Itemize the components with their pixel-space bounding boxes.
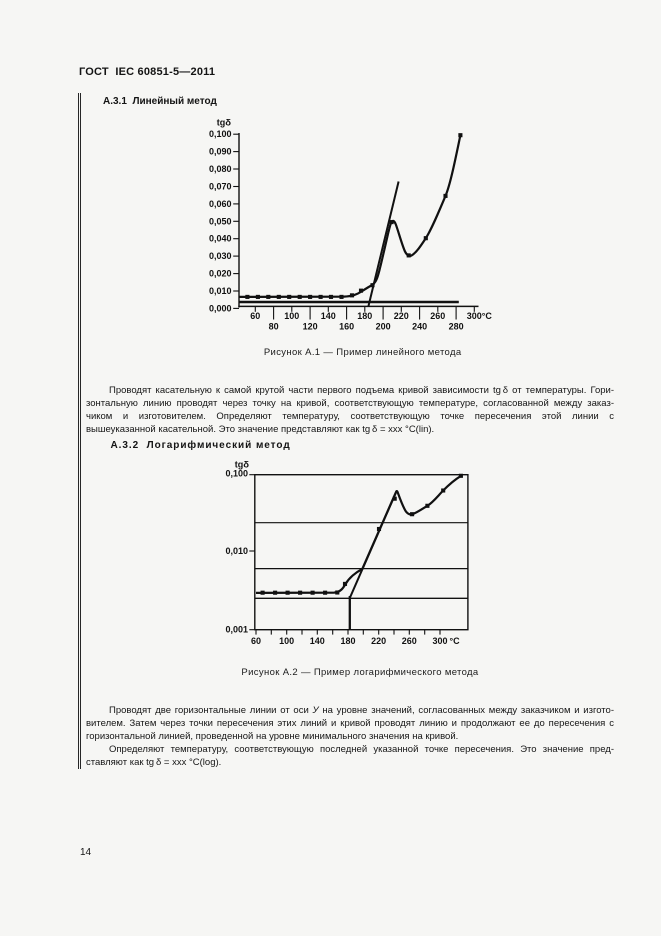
svg-text:0,080: 0,080 bbox=[209, 164, 232, 174]
svg-text:80: 80 bbox=[269, 322, 279, 332]
svg-text:0,100: 0,100 bbox=[225, 469, 248, 479]
svg-text:0,001: 0,001 bbox=[225, 625, 248, 635]
svg-text:0,040: 0,040 bbox=[209, 234, 232, 244]
svg-text:tgδ: tgδ bbox=[217, 118, 232, 129]
svg-text:220: 220 bbox=[394, 311, 409, 321]
svg-text:60: 60 bbox=[251, 636, 261, 646]
svg-text:0,010: 0,010 bbox=[225, 546, 248, 556]
svg-text:140: 140 bbox=[310, 636, 325, 646]
svg-text:0,010: 0,010 bbox=[209, 286, 232, 296]
svg-text:0,050: 0,050 bbox=[209, 216, 232, 226]
svg-text:100: 100 bbox=[284, 311, 299, 321]
svg-text:140: 140 bbox=[321, 311, 336, 321]
svg-text:0,030: 0,030 bbox=[209, 251, 232, 261]
svg-text:0,090: 0,090 bbox=[209, 147, 232, 157]
svg-text:0,060: 0,060 bbox=[209, 199, 232, 209]
svg-text:tgδ: tgδ bbox=[235, 460, 250, 471]
svg-text:300: 300 bbox=[432, 636, 447, 646]
svg-text:180: 180 bbox=[340, 636, 355, 646]
svg-text:220: 220 bbox=[371, 636, 386, 646]
svg-text:280: 280 bbox=[449, 322, 464, 332]
svg-text:120: 120 bbox=[303, 322, 318, 332]
svg-text:0,000: 0,000 bbox=[209, 303, 232, 313]
svg-text:260: 260 bbox=[402, 636, 417, 646]
svg-text:160: 160 bbox=[339, 322, 354, 332]
svg-text:100: 100 bbox=[279, 636, 294, 646]
svg-text:0,020: 0,020 bbox=[209, 269, 232, 279]
svg-text:60: 60 bbox=[250, 311, 260, 321]
svg-text:0,070: 0,070 bbox=[209, 182, 232, 192]
svg-text:°C: °C bbox=[482, 311, 493, 321]
svg-text:240: 240 bbox=[412, 322, 427, 332]
svg-text:200: 200 bbox=[376, 322, 391, 332]
svg-text:°C: °C bbox=[450, 636, 461, 646]
svg-text:300: 300 bbox=[467, 311, 482, 321]
svg-text:260: 260 bbox=[430, 311, 445, 321]
svg-text:180: 180 bbox=[357, 311, 372, 321]
svg-text:0,100: 0,100 bbox=[209, 129, 232, 139]
